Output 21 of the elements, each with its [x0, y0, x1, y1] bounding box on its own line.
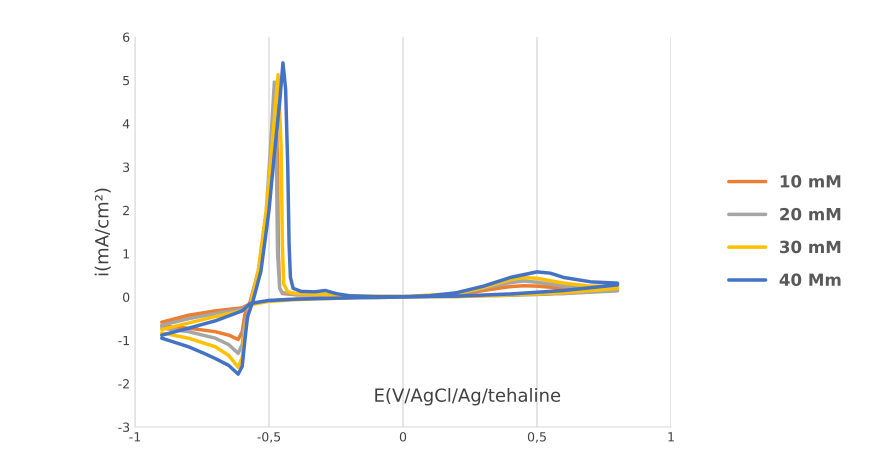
y-tick-label: -3: [118, 422, 130, 432]
legend-label: 10 mM: [780, 175, 840, 188]
x-axis-title: E(V/AgCl/Ag/tehaline: [375, 388, 560, 406]
y-tick-label: 6: [123, 32, 130, 42]
x-tick-label: 1: [668, 432, 674, 442]
x-tick-label: 0,5: [528, 432, 546, 443]
y-tick-label: 4: [122, 119, 130, 128]
y-tick-label: -2: [118, 379, 129, 388]
legend-label: 20 mM: [780, 208, 840, 220]
y-tick-label: 5: [123, 76, 130, 86]
x-tick-label: 0: [400, 432, 406, 442]
x-tick-label: -0,5: [257, 432, 280, 443]
y-tick-label: -1: [118, 336, 129, 346]
y-tick-label: 2: [123, 206, 129, 216]
y-tick-label: 0: [123, 292, 130, 302]
y-tick-label: 3: [123, 162, 130, 172]
y-axis-title: i(mA/cm²): [94, 188, 111, 276]
legend-label: 30 mM: [780, 240, 840, 254]
x-tick-label: -1: [129, 432, 140, 442]
legend-label: 40 Mm: [780, 273, 841, 286]
y-tick-label: 1: [124, 249, 129, 258]
